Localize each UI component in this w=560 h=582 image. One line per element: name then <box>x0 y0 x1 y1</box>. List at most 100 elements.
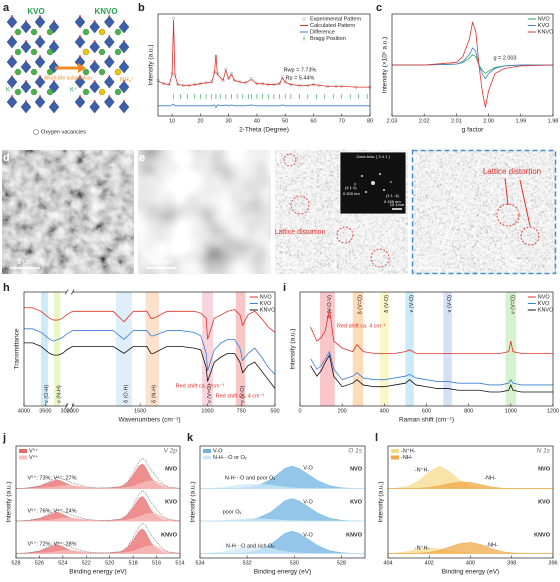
x-tick-label: 522 <box>82 560 91 566</box>
legend-label: V⁴⁺ <box>29 454 38 461</box>
band-label: ν (V-O) <box>240 385 246 403</box>
arrow-text: Alkali-site substitution <box>44 75 92 81</box>
plot-frame <box>15 445 181 559</box>
x-tick-label: 0 <box>298 408 301 414</box>
legend-label: -N⁺H- <box>401 447 416 454</box>
band <box>235 292 246 406</box>
x-tick-label: 600 <box>422 408 431 414</box>
octahedron <box>20 60 32 74</box>
oxygen <box>108 95 111 97</box>
octahedron <box>6 75 18 89</box>
octahedron <box>74 35 86 49</box>
y-axis-label: Transmittance <box>14 328 21 369</box>
octahedron <box>118 100 130 114</box>
panel-label: f <box>276 152 280 164</box>
x-tick-label: 400 <box>380 408 389 414</box>
distortion-circles <box>283 153 390 268</box>
octahedron <box>34 35 46 49</box>
panel-title: N 1s <box>537 448 551 455</box>
x-tick-label: 2.03 <box>387 118 398 124</box>
legend-label: V⁵⁺ <box>29 447 38 454</box>
plane-label: (412) <box>438 215 454 222</box>
oxygen <box>93 60 96 62</box>
legend-label: Difference <box>310 29 335 35</box>
panel-label: c <box>376 2 382 14</box>
sample-label: NVO <box>165 466 178 472</box>
legend-swatch <box>391 455 399 460</box>
x-tick-label: 514 <box>175 560 184 566</box>
x-tick-label: 520 <box>105 560 114 566</box>
legend-swatch <box>19 449 27 453</box>
octahedron <box>104 35 115 49</box>
octahedron <box>34 95 46 109</box>
x-axis-label: Raman shift (cm⁻¹) <box>399 417 454 424</box>
x-tick-label: 532 <box>243 560 252 566</box>
octahedron <box>104 55 115 69</box>
legend-label: Oxygen vacancies <box>41 129 86 135</box>
structure-label: KNVO <box>94 7 117 16</box>
chart: 534 532 530 528 Binding energy (eV) Intensity… <box>190 445 366 576</box>
x-axis-label: 2-Theta (Degree) <box>239 127 289 134</box>
x-tick-label: 20 <box>197 118 203 124</box>
octahedron <box>20 100 32 114</box>
y-axis-label: Intensity (a.u.) <box>378 481 385 522</box>
octahedron <box>104 75 115 89</box>
annotation: -N⁺H- <box>415 466 430 473</box>
sample-label: KVO <box>538 499 551 505</box>
series-line <box>310 309 553 354</box>
oxygen <box>53 80 55 82</box>
component-area <box>388 481 553 489</box>
octahedron <box>118 60 130 74</box>
legend-label: KNVO <box>538 307 554 313</box>
x-tick-label: 40 <box>254 118 260 124</box>
panel-label: d <box>3 152 10 164</box>
legend-swatch <box>302 17 306 21</box>
sample-label: KNVO <box>346 532 363 538</box>
annotation: -N⁺H- <box>415 544 430 551</box>
oxygen <box>108 75 111 77</box>
annotation: Rp = 5.44% <box>286 75 315 81</box>
oxygen <box>25 40 27 42</box>
band-label: ν (N-H) <box>57 385 63 403</box>
x-tick-label: 1200 <box>547 408 559 414</box>
oxygen <box>25 20 27 22</box>
x-tick-label: 1000 <box>201 408 213 414</box>
oxygen <box>79 15 81 17</box>
potassium <box>14 68 22 76</box>
x-tick-label: 2000 <box>67 408 79 414</box>
potassium <box>30 48 38 56</box>
oxygen <box>79 95 81 97</box>
octahedron <box>6 55 18 69</box>
band <box>115 292 133 406</box>
plot-frame <box>199 445 366 559</box>
chart: δ (V-O-V) δ (V=O) δ (V-O) ν (V-O) ν (V-O) ν (… <box>290 291 559 424</box>
octahedron <box>89 100 100 114</box>
octahedron <box>6 35 18 49</box>
zoom-outline <box>334 213 409 274</box>
oxygen <box>79 35 81 37</box>
sample-label: KNVO <box>534 532 551 538</box>
oxygen <box>39 95 41 97</box>
oxygen <box>123 100 125 102</box>
legend-label: N-H···O or Oᵥ <box>213 455 247 461</box>
band-label: δ (O-H) <box>123 384 129 403</box>
band-label: ν (V=O) <box>207 384 213 403</box>
sample-label: KVO <box>165 499 178 505</box>
band-label: ν (V-O) <box>447 295 453 313</box>
legend-label: Experimental Pattern <box>310 16 361 22</box>
plot-frame <box>387 445 554 559</box>
potassium <box>114 48 122 56</box>
ammonium <box>98 28 106 36</box>
series-line <box>15 457 181 489</box>
potassium <box>46 48 54 56</box>
x-axis-label: Binding energy (eV) <box>254 569 311 576</box>
y-axis-label: Intensity (a.u.) <box>190 481 197 522</box>
legend-label: Calculated Pattern <box>310 23 355 29</box>
annotation: Lattice distortion <box>483 167 541 176</box>
oxygen <box>25 60 27 62</box>
y-axis-label: Intensity (×10⁵ a.u.) <box>382 37 389 94</box>
legend-label: KVO <box>260 301 272 307</box>
component-area <box>200 530 366 554</box>
x-tick-label: 200 <box>338 408 347 414</box>
ion-label: NH₄⁺ <box>120 77 134 84</box>
